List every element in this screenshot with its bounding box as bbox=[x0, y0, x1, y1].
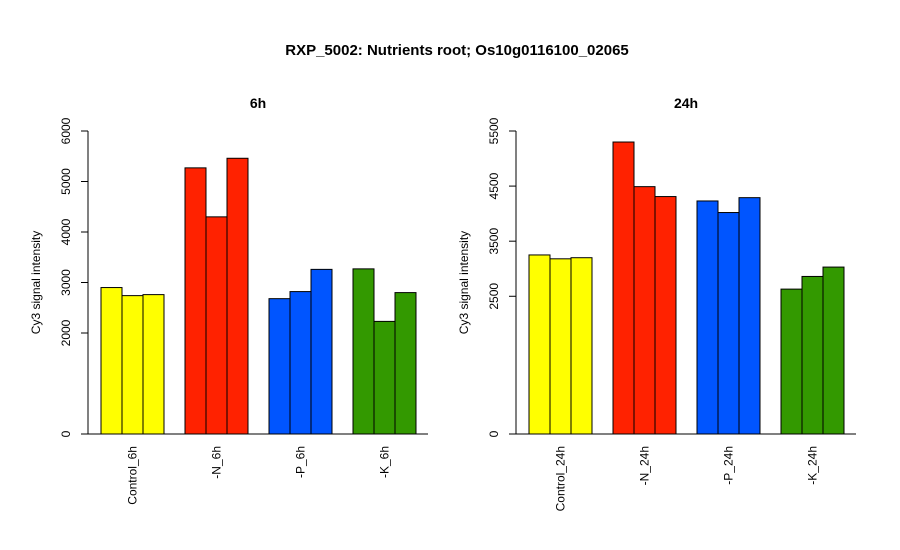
chart-panels: 6h Cy3 signal intensity 0 2000 3000 4000 5000 6… bbox=[29, 95, 856, 511]
chart-panel-24h: 24h Cy3 signal intensity 0 2500 3500 4500 5500… bbox=[457, 95, 856, 511]
y-tick-label: 3000 bbox=[59, 269, 73, 296]
bar--K_6h-2 bbox=[373, 320, 396, 435]
y-tick-label: 5500 bbox=[487, 117, 501, 144]
bar--P_24h-3 bbox=[738, 197, 761, 435]
y-tick-label: 0 bbox=[487, 430, 501, 437]
bar--N_24h-2 bbox=[633, 186, 656, 435]
bar--K_24h-2 bbox=[801, 275, 824, 435]
bar--P_24h-1 bbox=[696, 200, 719, 435]
bar-Control_6h-1 bbox=[100, 287, 123, 435]
x-category-label: -N_6h bbox=[210, 446, 224, 479]
bar--P_6h-1 bbox=[268, 298, 291, 435]
bar--P_24h-2 bbox=[717, 212, 740, 435]
bar--N_24h-3 bbox=[654, 196, 677, 435]
bar-Control_24h-3 bbox=[570, 257, 593, 435]
bar-Control_24h-2 bbox=[549, 258, 572, 435]
panel-title: 6h bbox=[250, 95, 266, 111]
y-tick-label: 4500 bbox=[487, 172, 501, 199]
x-category-label: -P_24h bbox=[722, 446, 736, 485]
bar-Control_24h-1 bbox=[528, 254, 551, 435]
x-category-label: Control_6h bbox=[126, 446, 140, 505]
bar--K_24h-1 bbox=[780, 288, 803, 435]
chart-main-title: RXP_5002: Nutrients root; Os10g0116100_0… bbox=[285, 42, 629, 59]
bar--P_6h-3 bbox=[310, 268, 333, 435]
bar--K_6h-1 bbox=[352, 268, 375, 435]
bar--K_24h-3 bbox=[822, 266, 845, 435]
y-tick-label: 5000 bbox=[59, 168, 73, 195]
y-tick-label: 2000 bbox=[59, 319, 73, 346]
y-tick-label: 2500 bbox=[487, 283, 501, 310]
chart-panel-6h: 6h Cy3 signal intensity 0 2000 3000 4000 5000 6… bbox=[29, 95, 428, 505]
x-category-label: -P_6h bbox=[294, 446, 308, 478]
y-axis-label: Cy3 signal intensity bbox=[457, 231, 471, 334]
panel-title: 24h bbox=[674, 95, 698, 111]
bar--N_6h-2 bbox=[205, 216, 228, 435]
x-category-label: Control_24h bbox=[554, 446, 568, 511]
bar-Control_6h-3 bbox=[142, 294, 165, 435]
x-category-label: -N_24h bbox=[638, 446, 652, 485]
x-category-label: -K_6h bbox=[378, 446, 392, 478]
bar--N_6h-3 bbox=[226, 157, 249, 435]
y-axis-label: Cy3 signal intensity bbox=[29, 231, 43, 334]
x-category-label: -K_24h bbox=[806, 446, 820, 485]
y-tick-label: 3500 bbox=[487, 228, 501, 255]
bar--P_6h-2 bbox=[289, 291, 312, 435]
bar--K_6h-3 bbox=[394, 292, 417, 435]
bar--N_24h-1 bbox=[612, 141, 635, 435]
y-tick-label: 6000 bbox=[59, 117, 73, 144]
y-tick-label: 4000 bbox=[59, 218, 73, 245]
bar-Control_6h-2 bbox=[121, 295, 144, 435]
bar--N_6h-1 bbox=[184, 167, 207, 435]
y-tick-label: 0 bbox=[59, 430, 73, 437]
